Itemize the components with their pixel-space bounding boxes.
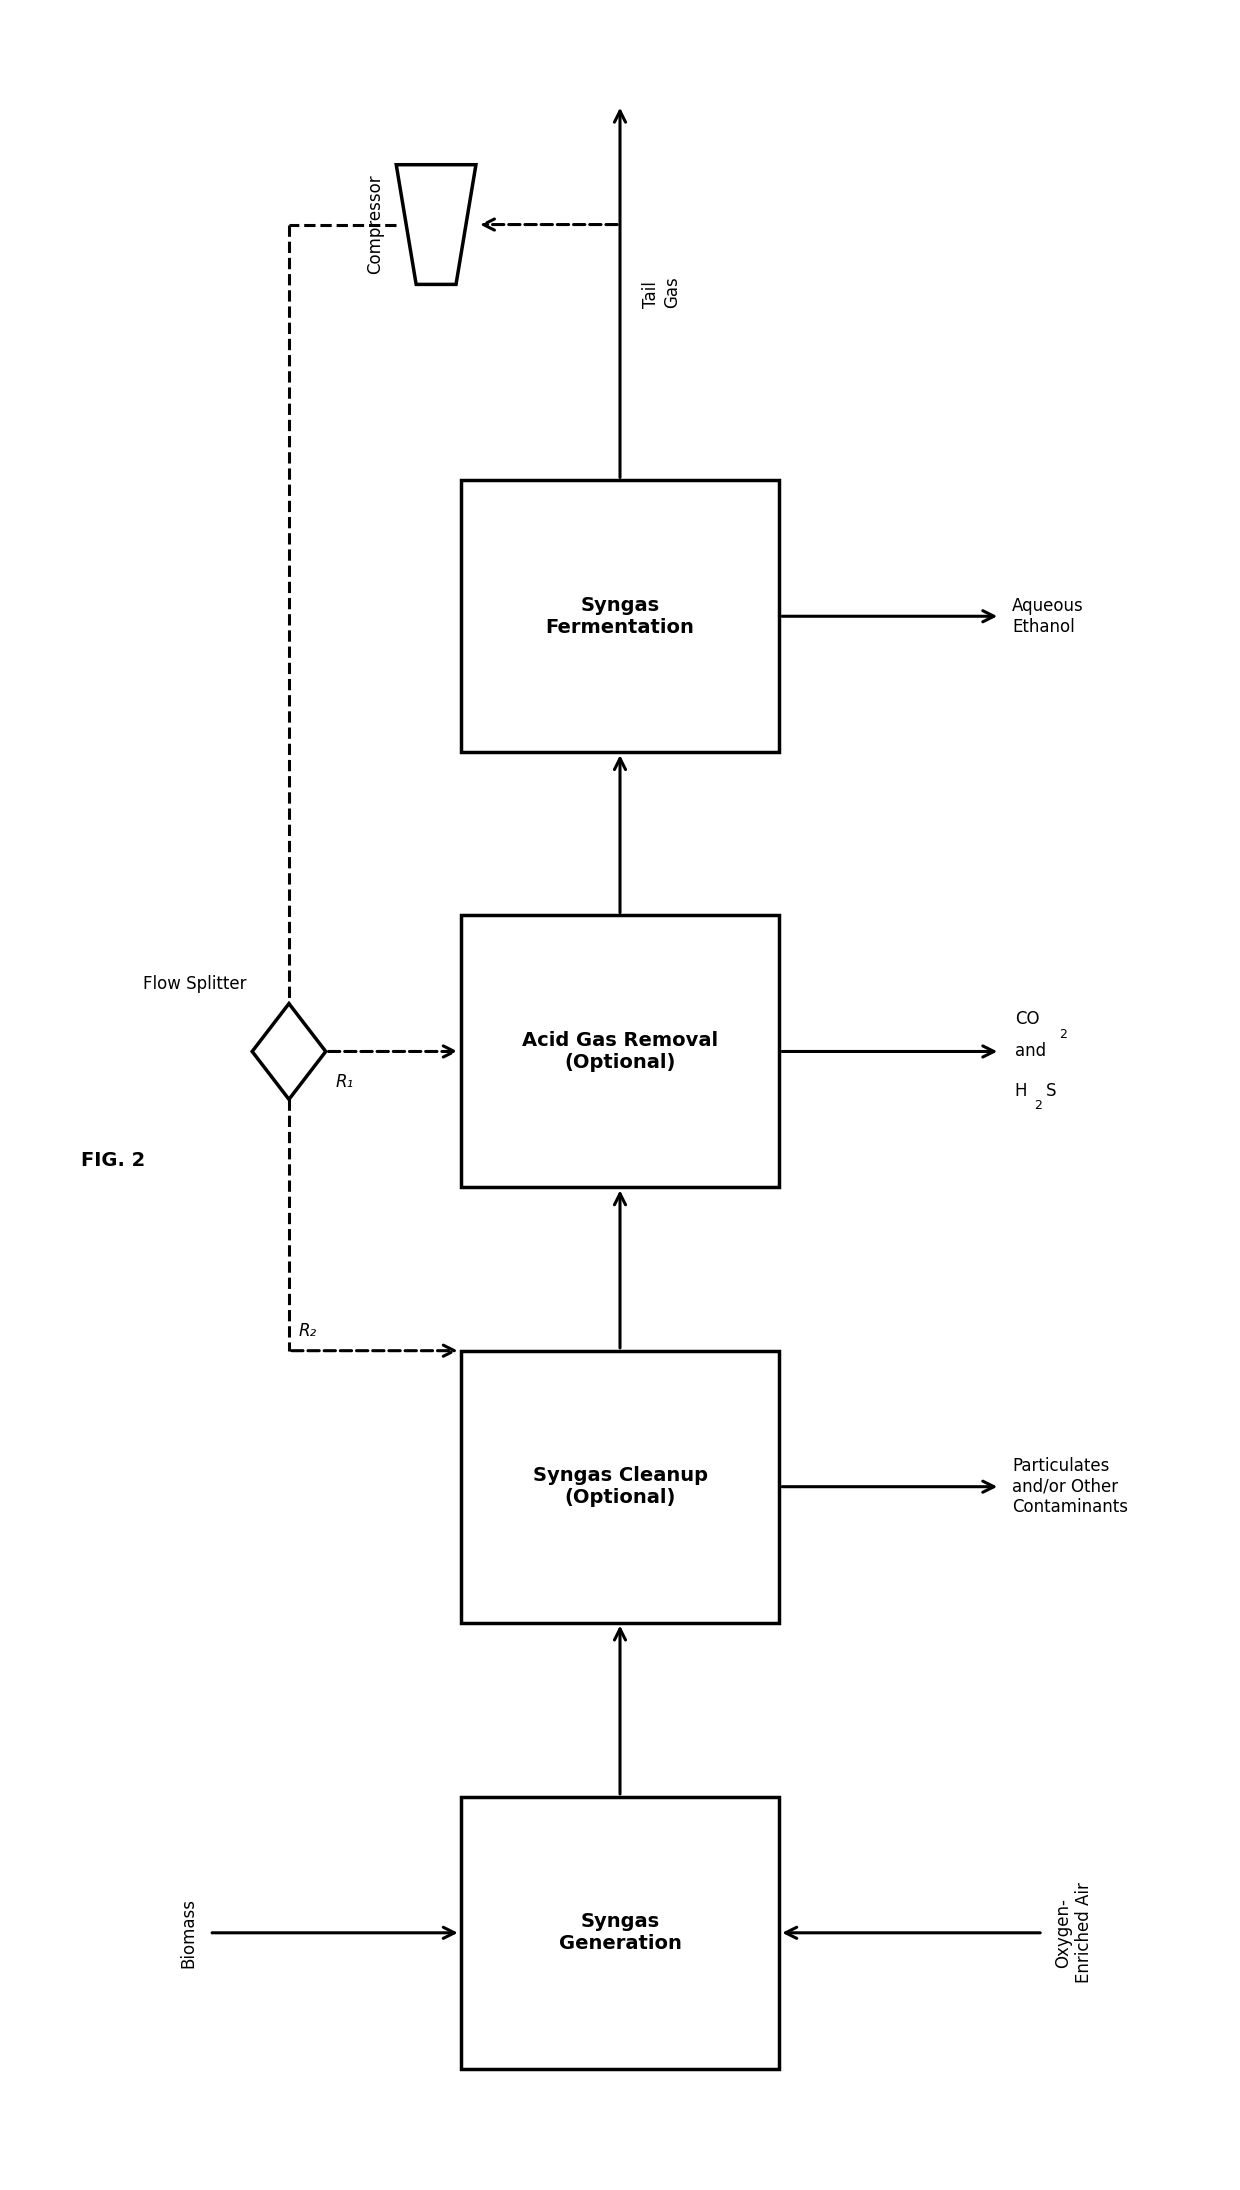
Text: Syngas
Fermentation: Syngas Fermentation xyxy=(546,596,694,637)
Text: Syngas Cleanup
(Optional): Syngas Cleanup (Optional) xyxy=(532,1465,708,1507)
Text: Acid Gas Removal
(Optional): Acid Gas Removal (Optional) xyxy=(522,1031,718,1071)
Text: R₁: R₁ xyxy=(336,1073,353,1091)
FancyBboxPatch shape xyxy=(460,480,780,751)
Text: Aqueous
Ethanol: Aqueous Ethanol xyxy=(1012,598,1084,635)
FancyBboxPatch shape xyxy=(460,915,780,1187)
Text: S: S xyxy=(1045,1082,1056,1099)
FancyBboxPatch shape xyxy=(460,1796,780,2070)
Text: R₂: R₂ xyxy=(299,1323,317,1340)
Polygon shape xyxy=(252,1003,326,1099)
Polygon shape xyxy=(397,164,476,285)
Text: 2: 2 xyxy=(1059,1027,1066,1040)
Text: Flow Splitter: Flow Splitter xyxy=(143,975,246,992)
Text: and: and xyxy=(1014,1042,1045,1060)
Text: Oxygen-
Enriched Air: Oxygen- Enriched Air xyxy=(1054,1883,1094,1984)
Text: Compressor: Compressor xyxy=(366,175,384,274)
Text: H: H xyxy=(1014,1082,1027,1099)
Text: Syngas
Generation: Syngas Generation xyxy=(558,1912,682,1953)
Text: Tail
Gas: Tail Gas xyxy=(642,276,681,309)
Text: FIG. 2: FIG. 2 xyxy=(81,1150,145,1169)
FancyBboxPatch shape xyxy=(460,1351,780,1623)
Text: Particulates
and/or Other
Contaminants: Particulates and/or Other Contaminants xyxy=(1012,1456,1128,1515)
Text: CO: CO xyxy=(1014,1010,1039,1027)
Text: Biomass: Biomass xyxy=(180,1899,197,1969)
Text: 2: 2 xyxy=(1034,1099,1043,1113)
